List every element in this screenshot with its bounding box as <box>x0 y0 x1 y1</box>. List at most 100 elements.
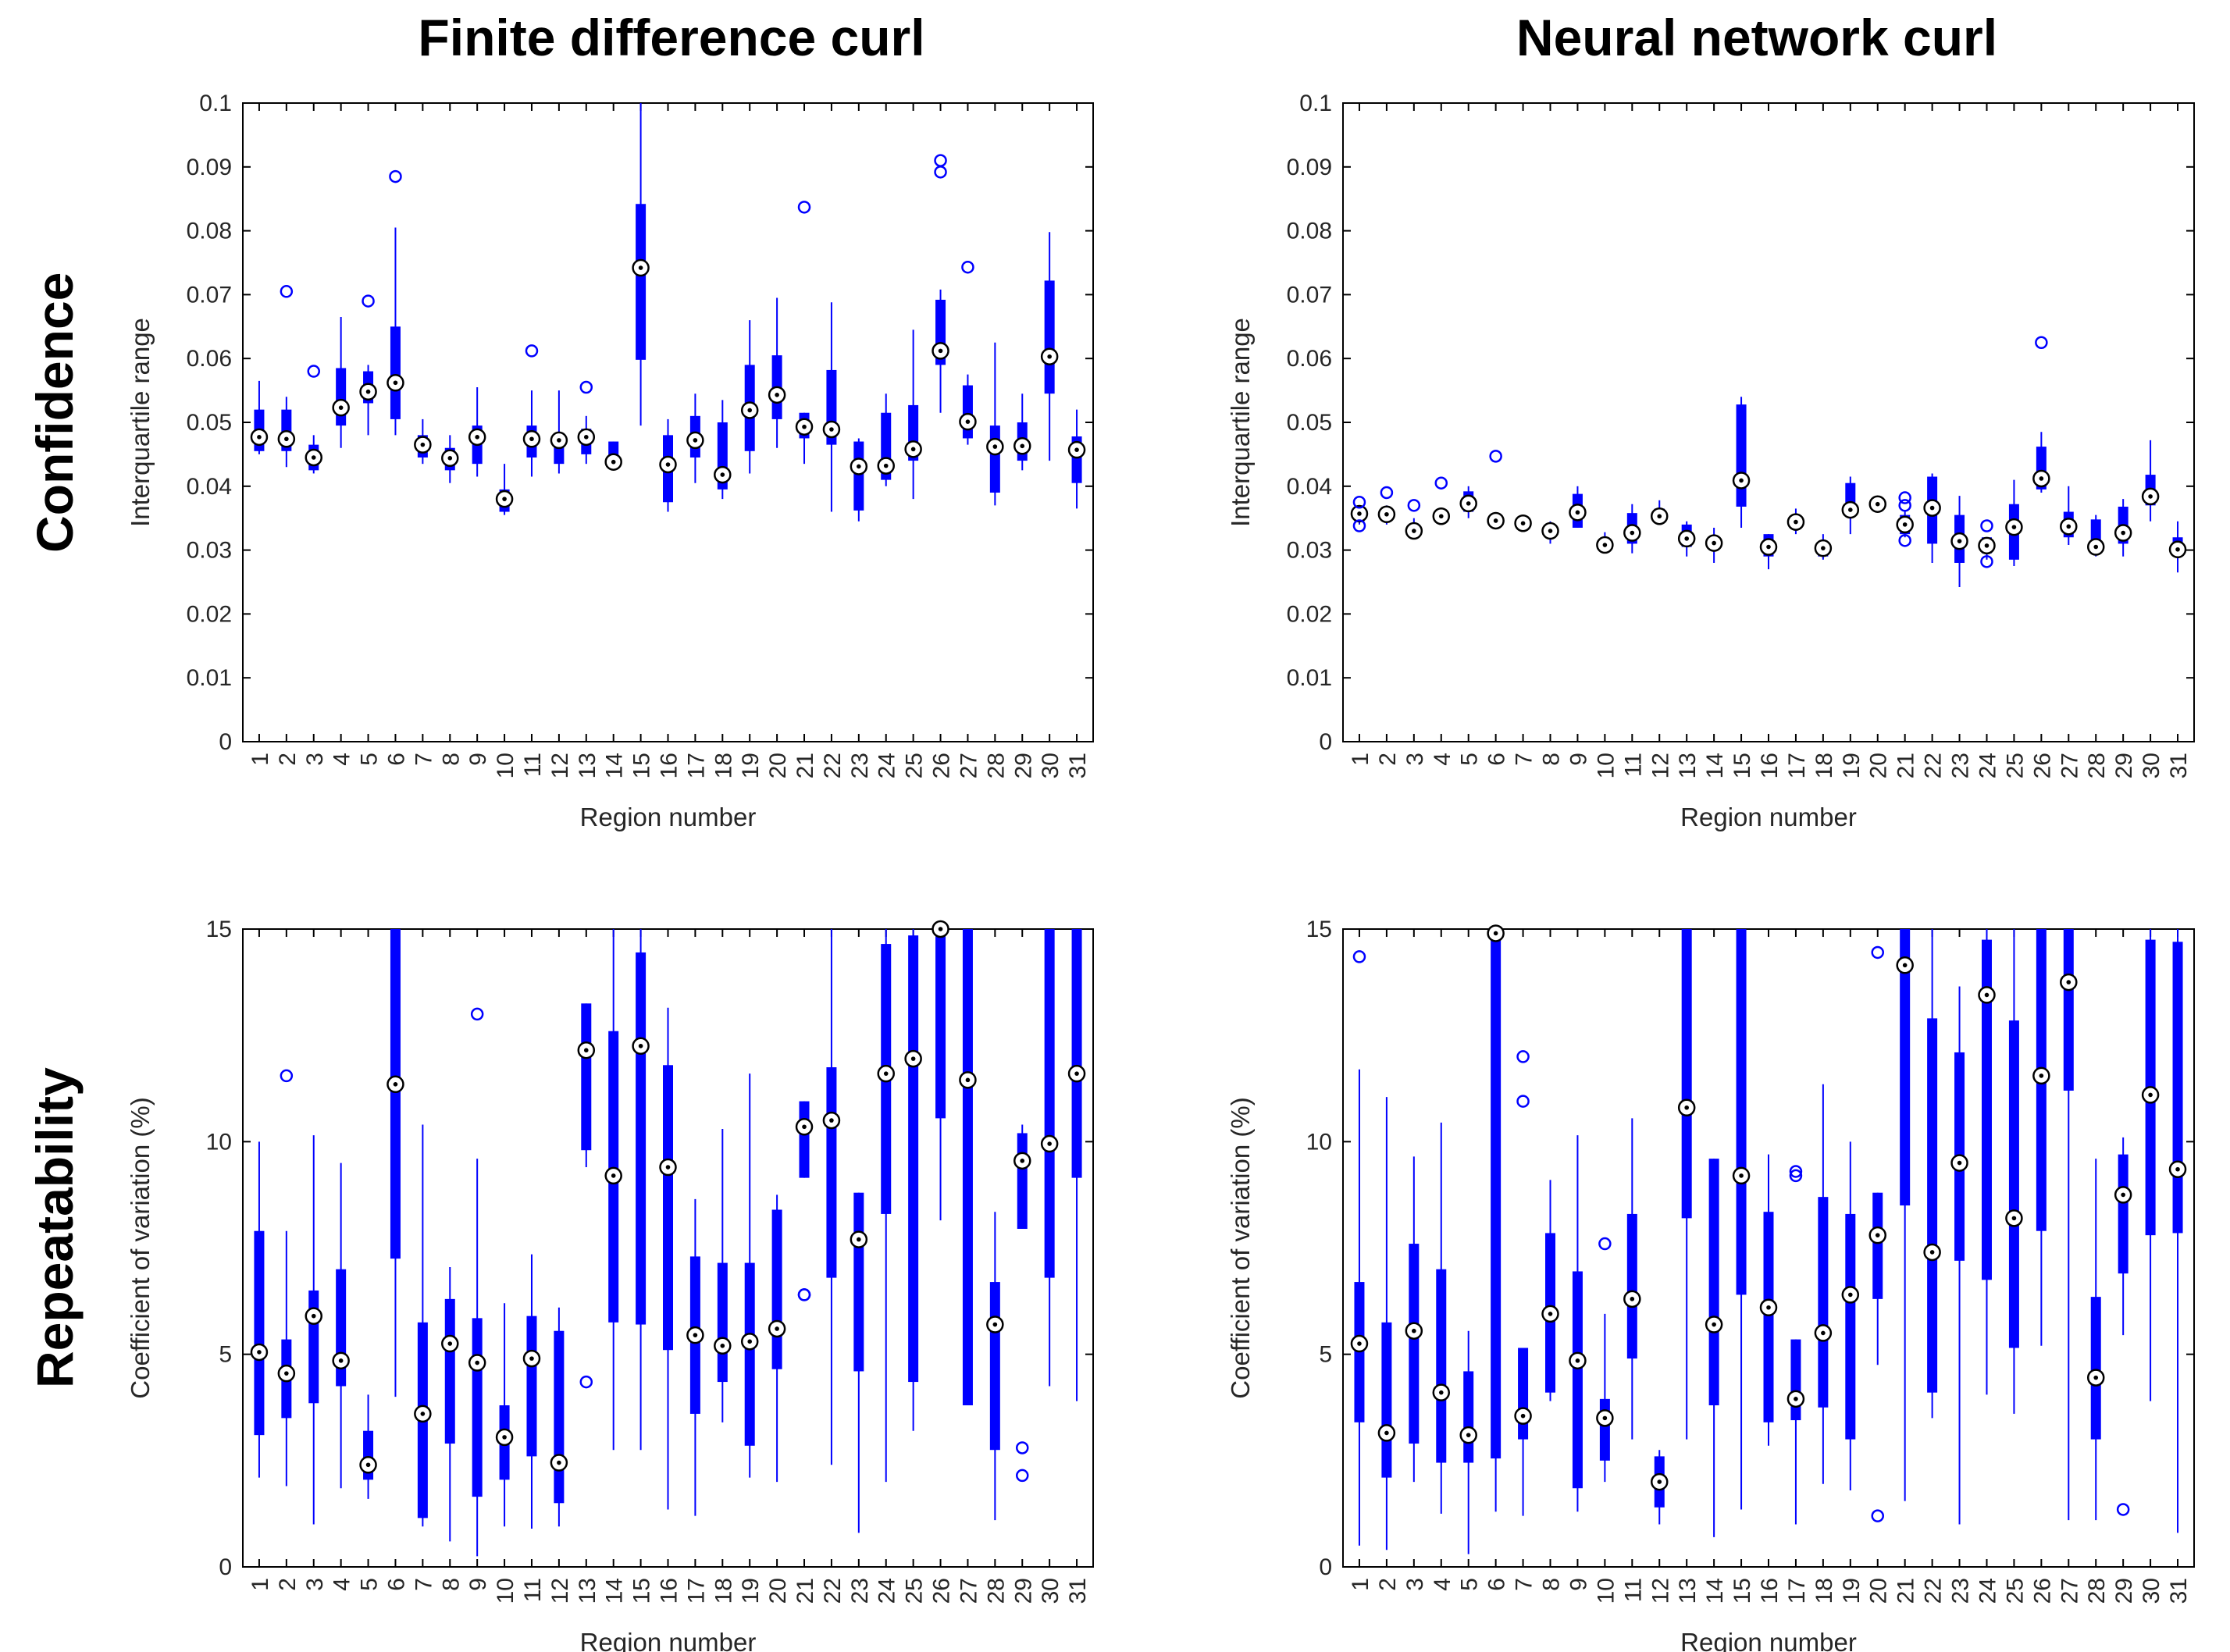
fd-confidence-box-28 <box>989 425 1000 493</box>
fd-confidence-xtick-label: 1 <box>248 753 273 766</box>
nn-confidence-median-dot-26 <box>2039 476 2044 481</box>
fd-repeatability-xtick-label: 29 <box>1010 1578 1036 1604</box>
fd-confidence-xtick-label: 21 <box>793 753 818 778</box>
fd-confidence-xtick-label: 15 <box>629 753 655 778</box>
nn-confidence-ytick-label: 0.1 <box>1299 91 1332 116</box>
nn-repeatability-ytick-label: 15 <box>1306 917 1332 942</box>
nn-repeatability-outlier-20 <box>1871 1509 1884 1522</box>
fd-confidence-median-dot-28 <box>992 444 998 449</box>
nn-repeatability-median-dot-31 <box>2175 1166 2180 1172</box>
fd-repeatability-box-27 <box>962 929 973 1406</box>
nn-repeatability-box-6 <box>1491 929 1502 1459</box>
fd-repeatability-median-dot-18 <box>720 1343 725 1348</box>
fd-repeatability-median-dot-4 <box>338 1358 344 1363</box>
fd-repeatability-median-dot-30 <box>1047 1141 1052 1146</box>
nn-repeatability-median-dot-7 <box>1520 1413 1526 1419</box>
fd-confidence-xtick-label: 14 <box>602 753 628 778</box>
fd-repeatability-xtick-label: 7 <box>411 1578 436 1591</box>
fd-confidence-outlier-11 <box>525 344 539 358</box>
fd-repeatability-median-dot-22 <box>829 1118 834 1123</box>
nn-repeatability-xtick-label: 23 <box>1948 1578 1974 1604</box>
nn-repeatability-box-31 <box>2172 942 2183 1234</box>
fd-repeatability-xtick-label: 4 <box>330 1578 355 1591</box>
fd-confidence-ytick-label: 0.02 <box>187 601 232 627</box>
fd-confidence-median-dot-7 <box>420 442 426 447</box>
nn-confidence-xtick-label: 31 <box>2166 753 2192 778</box>
nn-confidence-xtick-label: 22 <box>1921 753 1947 778</box>
fd-repeatability-median-dot-26 <box>938 927 943 931</box>
fd-confidence-median-dot-6 <box>393 380 398 386</box>
fd-repeatability-box-29 <box>1017 1133 1028 1229</box>
fd-confidence-median-dot-12 <box>557 438 561 443</box>
nn-repeatability-xtick-label: 16 <box>1757 1578 1783 1604</box>
nn-repeatability-xtick-label: 1 <box>1348 1578 1373 1591</box>
nn-repeatability-xtick-label: 14 <box>1702 1578 1728 1604</box>
fd-repeatability-xtick-label: 19 <box>738 1578 764 1604</box>
nn-repeatability-xtick-label: 4 <box>1430 1578 1455 1591</box>
nn-repeatability-median-dot-12 <box>1657 1479 1662 1484</box>
fd-confidence-xtick-label: 30 <box>1038 753 1063 778</box>
nn-confidence-median-dot-29 <box>2121 530 2125 536</box>
nn-repeatability-median-dot-1 <box>1357 1341 1362 1346</box>
nn-confidence-outlier-3 <box>1407 499 1421 512</box>
fd-confidence-ytick-label: 0.05 <box>187 410 232 436</box>
nn-repeatability-xtick-label: 20 <box>1866 1578 1892 1604</box>
nn-confidence-xtick-label: 7 <box>1512 753 1537 766</box>
nn-confidence-xtick-label: 3 <box>1402 753 1428 766</box>
fd-repeatability-box-13 <box>581 1003 592 1151</box>
fd-repeatability-xtick-label: 28 <box>983 1578 1009 1604</box>
nn-confidence-median-dot-24 <box>1984 543 1990 548</box>
nn-confidence-median-dot-19 <box>1848 507 1853 512</box>
nn-repeatability-xtick-label: 18 <box>1811 1578 1837 1604</box>
nn-confidence-median-dot-23 <box>1957 539 1962 543</box>
nn-repeatability-box-11 <box>1626 1213 1637 1359</box>
fd-repeatability-box-31 <box>1071 929 1082 1178</box>
nn-repeatability-box-5 <box>1463 1371 1474 1463</box>
fd-confidence-xtick-label: 12 <box>547 753 573 778</box>
fd-repeatability-median-dot-2 <box>284 1371 289 1376</box>
fd-confidence-median-dot-30 <box>1047 354 1052 359</box>
nn-repeatability-box-24 <box>1981 939 1992 1280</box>
fd-repeatability-ytick-label: 10 <box>206 1129 232 1155</box>
fd-confidence-box-4 <box>336 368 347 426</box>
nn-repeatability-median-dot-14 <box>1712 1322 1716 1327</box>
fd-confidence-outlier-26 <box>934 154 947 167</box>
fd-confidence-median-dot-2 <box>284 436 289 442</box>
fd-confidence-ylabel: Interquartile range <box>126 318 155 527</box>
fd-confidence-median-dot-23 <box>857 464 861 469</box>
fd-confidence-xtick-label: 17 <box>683 753 709 778</box>
nn-repeatability-xlabel: Region number <box>1680 1628 1857 1652</box>
fd-repeatability-box-18 <box>717 1262 728 1383</box>
fd-repeatability-median-dot-31 <box>1074 1071 1079 1076</box>
nn-repeatability-box-27 <box>2063 929 2074 1091</box>
fd-repeatability-xtick-label: 30 <box>1038 1578 1063 1604</box>
nn-repeatability-box-2 <box>1381 1322 1392 1478</box>
fd-confidence-xtick-label: 31 <box>1065 753 1091 778</box>
fd-confidence-xtick-label: 3 <box>302 753 328 766</box>
fd-repeatability-median-dot-11 <box>529 1356 534 1361</box>
nn-confidence-xtick-label: 21 <box>1893 753 1919 778</box>
nn-confidence-ytick-label: 0.03 <box>1287 538 1332 564</box>
fd-repeatability-median-dot-6 <box>393 1082 398 1087</box>
nn-confidence-ylabel: Interquartile range <box>1226 318 1255 527</box>
nn-confidence-xtick-label: 4 <box>1430 753 1455 766</box>
nn-repeatability-xtick-label: 31 <box>2166 1578 2192 1604</box>
nn-repeatability-box-15 <box>1736 929 1747 1295</box>
nn-confidence-median-dot-9 <box>1575 510 1580 515</box>
nn-repeatability-box-17 <box>1790 1339 1801 1421</box>
fd-repeatability-xtick-label: 14 <box>602 1578 628 1604</box>
nn-repeatability-median-dot-8 <box>1548 1312 1553 1316</box>
fd-confidence-ytick-label: 0.03 <box>187 538 232 564</box>
nn-repeatability-box-3 <box>1409 1244 1420 1444</box>
fd-repeatability-median-dot-25 <box>910 1056 916 1061</box>
fd-confidence-box-30 <box>1044 280 1055 394</box>
nn-repeatability-box-13 <box>1681 929 1692 1219</box>
fd-repeatability-xtick-label: 5 <box>357 1578 383 1591</box>
nn-confidence-median-dot-4 <box>1438 514 1444 519</box>
nn-repeatability-xtick-label: 30 <box>2139 1578 2164 1604</box>
nn-repeatability-median-dot-3 <box>1412 1328 1416 1333</box>
fd-repeatability-xtick-label: 25 <box>902 1578 928 1604</box>
nn-confidence-ytick-label: 0.01 <box>1287 665 1332 691</box>
fd-repeatability-xtick-label: 18 <box>711 1578 736 1604</box>
